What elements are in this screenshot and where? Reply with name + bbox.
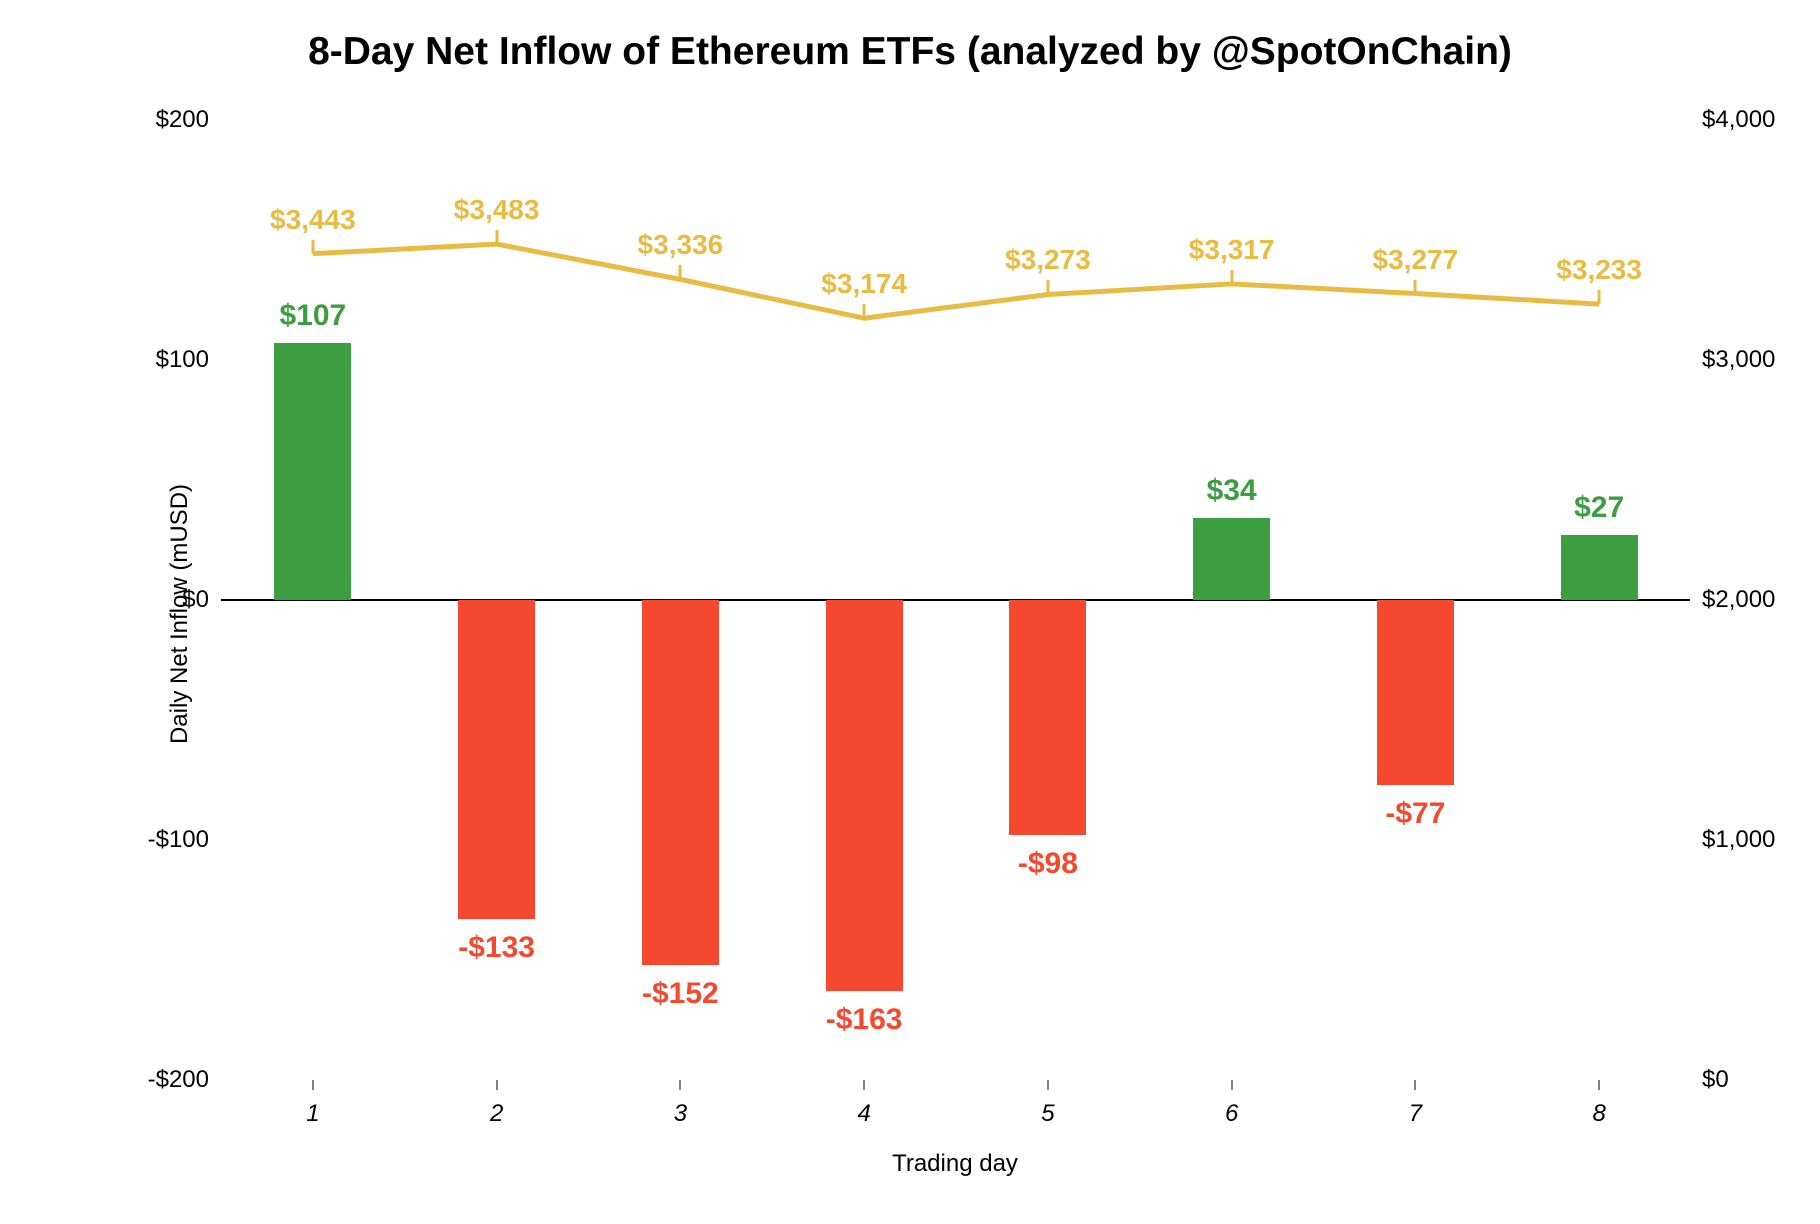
line-point-tick	[679, 265, 682, 279]
x-tick-mark	[680, 1080, 681, 1090]
x-tick-mark	[864, 1080, 865, 1090]
line-value-label: $3,317	[1189, 234, 1275, 266]
line-point-tick	[495, 230, 498, 244]
bar-value-label: -$152	[642, 977, 719, 1011]
line-value-label: $3,336	[638, 229, 724, 261]
line-point-tick	[1230, 270, 1233, 284]
bar-value-label: -$77	[1385, 797, 1445, 831]
bar-positive	[274, 343, 351, 600]
y-right-tick: $3,000	[1690, 346, 1775, 374]
bar-positive	[1193, 518, 1270, 600]
x-tick-mark	[496, 1080, 497, 1090]
line-value-label: $3,443	[270, 204, 356, 236]
line-value-label: $3,277	[1373, 244, 1459, 276]
bar-value-label: $107	[280, 299, 347, 333]
bar-value-label: -$163	[826, 1003, 903, 1037]
bar-negative	[458, 600, 535, 919]
y-right-tick: $1,000	[1690, 826, 1775, 854]
line-point-tick	[863, 304, 866, 318]
x-tick-label: 4	[857, 1100, 870, 1128]
x-tick-mark	[1047, 1080, 1048, 1090]
x-tick-mark	[1415, 1080, 1416, 1090]
x-tick-label: 3	[674, 1100, 687, 1128]
x-tick-label: 2	[490, 1100, 503, 1128]
x-tick-mark	[1599, 1080, 1600, 1090]
zero-baseline	[221, 599, 1690, 601]
x-tick-label: 8	[1592, 1100, 1605, 1128]
bar-negative	[1009, 600, 1086, 835]
bar-value-label: $34	[1207, 474, 1257, 508]
plot-area: -$200-$100$0$100$200$0$1,000$2,000$3,000…	[220, 120, 1690, 1080]
line-value-label: $3,174	[821, 268, 907, 300]
x-tick-label: 6	[1225, 1100, 1238, 1128]
bar-value-label: -$98	[1018, 847, 1078, 881]
x-tick-mark	[1231, 1080, 1232, 1090]
chart-title: 8-Day Net Inflow of Ethereum ETFs (analy…	[0, 30, 1820, 74]
bar-negative	[642, 600, 719, 965]
bar-positive	[1561, 535, 1638, 600]
line-point-tick	[1046, 280, 1049, 294]
y-right-tick: $2,000	[1690, 586, 1775, 614]
line-value-label: $3,483	[454, 194, 540, 226]
line-point-tick	[1598, 290, 1601, 304]
y-left-tick: -$200	[148, 1066, 221, 1094]
y-left-tick: -$100	[148, 826, 221, 854]
y-right-tick: $0	[1690, 1066, 1729, 1094]
y-axis-label-left: Daily Net Inflow (mUSD)	[166, 484, 194, 744]
line-point-tick	[311, 240, 314, 254]
y-left-tick: $100	[156, 346, 221, 374]
line-point-tick	[1414, 280, 1417, 294]
x-tick-label: 7	[1409, 1100, 1422, 1128]
y-left-tick: $200	[156, 106, 221, 134]
x-tick-label: 5	[1041, 1100, 1054, 1128]
chart-container: 8-Day Net Inflow of Ethereum ETFs (analy…	[0, 0, 1820, 1224]
line-value-label: $3,273	[1005, 244, 1091, 276]
bar-value-label: $27	[1574, 491, 1624, 525]
line-value-label: $3,233	[1556, 254, 1642, 286]
x-axis-label: Trading day	[892, 1150, 1018, 1178]
x-tick-label: 1	[306, 1100, 319, 1128]
x-tick-mark	[312, 1080, 313, 1090]
bar-negative	[1377, 600, 1454, 785]
bar-value-label: -$133	[458, 931, 535, 965]
y-right-tick: $4,000	[1690, 106, 1775, 134]
bar-negative	[826, 600, 903, 991]
